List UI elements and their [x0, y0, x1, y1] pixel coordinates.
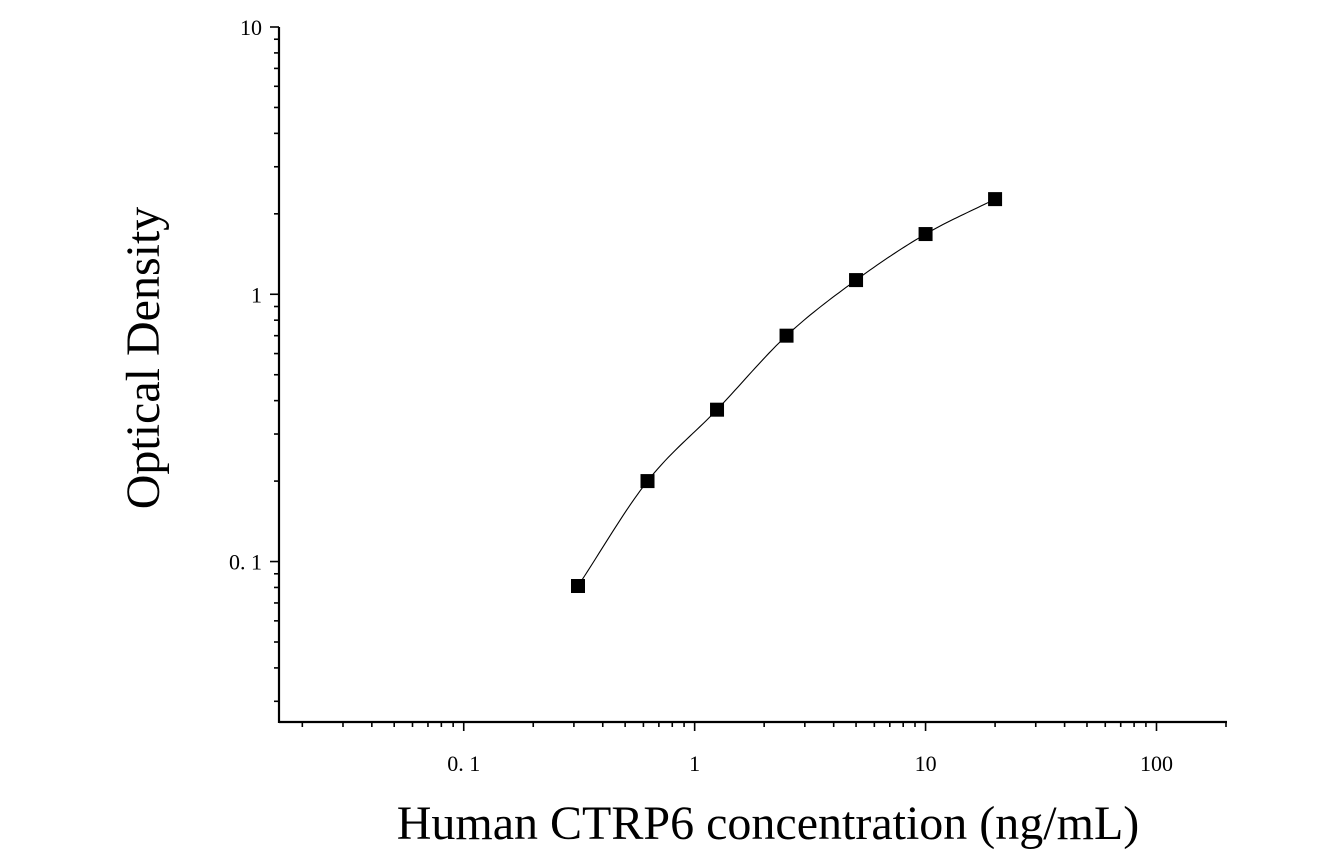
y-tick-label: 0. 1 — [229, 550, 262, 575]
data-point — [570, 579, 585, 594]
fit-curve — [577, 198, 996, 587]
axes: 0. 1 1 10 100 0. 1 1 10 — [229, 15, 1227, 776]
y-tick-label: 1 — [251, 282, 262, 307]
y-axis-title: Optical Density — [117, 207, 170, 510]
x-tick-label: 100 — [1140, 751, 1173, 776]
data-point — [779, 328, 794, 343]
x-tick-label: 1 — [689, 751, 700, 776]
data-points-layer — [570, 192, 1003, 594]
x-axis-title: Human CTRP6 concentration (ng/mL) — [397, 797, 1140, 850]
data-point — [988, 192, 1003, 207]
data-point — [849, 273, 864, 288]
x-tick-label: 0. 1 — [447, 751, 480, 776]
data-point — [710, 402, 725, 417]
x-tick-label: 10 — [915, 751, 937, 776]
y-tick-label: 10 — [240, 15, 262, 40]
data-point — [918, 227, 933, 242]
fit-curve-layer — [577, 198, 996, 587]
data-point — [640, 474, 655, 489]
